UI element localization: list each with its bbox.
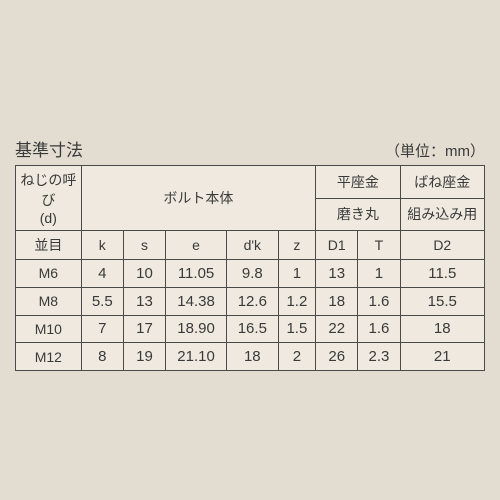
col-spring-washer-sub: 組み込み用 — [400, 198, 484, 231]
cell: 22 — [316, 315, 358, 343]
table-row: M8 5.5 13 14.38 12.6 1.2 18 1.6 15.5 — [16, 287, 485, 315]
col-body: ボルト本体 — [81, 166, 315, 231]
table-title: 基準寸法 — [15, 136, 83, 161]
spec-table: ねじの呼び (d) ボルト本体 平座金 ばね座金 磨き丸 組み込み用 並目 k … — [15, 165, 485, 364]
col-pitch: 並目 — [16, 231, 82, 260]
col-d2: D2 — [400, 231, 484, 260]
table-unit: （単位：mm） — [385, 140, 485, 161]
table-header-row: 基準寸法 （単位：mm） — [15, 136, 485, 161]
cell: 2 — [278, 343, 316, 371]
cell: 18.90 — [166, 315, 227, 343]
cell: 1 — [278, 260, 316, 288]
cell: 1.2 — [278, 287, 316, 315]
cell: 17 — [123, 315, 165, 343]
cell: 21.10 — [166, 343, 227, 371]
cell: 12.6 — [227, 287, 279, 315]
cell: 9.8 — [227, 260, 279, 288]
cell: 16.5 — [227, 315, 279, 343]
row-label: M12 — [16, 343, 82, 371]
cell: 4 — [81, 260, 123, 288]
col-thread: ねじの呼び (d) — [16, 166, 82, 231]
row-label: M10 — [16, 315, 82, 343]
col-s: s — [123, 231, 165, 260]
cell: 18 — [227, 343, 279, 371]
row-label: M6 — [16, 260, 82, 288]
table-row: M6 4 10 11.05 9.8 1 13 1 11.5 — [16, 260, 485, 288]
cell: 13 — [316, 260, 358, 288]
col-dk: d'k — [227, 231, 279, 260]
cell: 10 — [123, 260, 165, 288]
col-spring-washer: ばね座金 — [400, 166, 484, 199]
cell: 18 — [316, 287, 358, 315]
cell: 1.6 — [358, 315, 400, 343]
row-label: M8 — [16, 287, 82, 315]
cell: 26 — [316, 343, 358, 371]
cell: 5.5 — [81, 287, 123, 315]
cell: 18 — [400, 315, 484, 343]
col-t: T — [358, 231, 400, 260]
thread-label: ねじの呼び — [20, 172, 76, 208]
cell: 11.05 — [166, 260, 227, 288]
cell: 1.5 — [278, 315, 316, 343]
page: 基準寸法 （単位：mm） ねじの呼び (d) ボルト本体 平座金 ばね座金 磨き… — [0, 0, 500, 500]
cell: 14.38 — [166, 287, 227, 315]
cell: 21 — [400, 343, 484, 371]
cell: 11.5 — [400, 260, 484, 288]
cell: 15.5 — [400, 287, 484, 315]
col-k: k — [81, 231, 123, 260]
cell: 2.3 — [358, 343, 400, 371]
col-z: z — [278, 231, 316, 260]
thread-sub: (d) — [40, 210, 57, 226]
col-flat-washer: 平座金 — [316, 166, 400, 199]
cell: 1.6 — [358, 287, 400, 315]
col-d1: D1 — [316, 231, 358, 260]
table-row: M10 7 17 18.90 16.5 1.5 22 1.6 18 — [16, 315, 485, 343]
col-flat-washer-sub: 磨き丸 — [316, 198, 400, 231]
table-row: M12 8 19 21.10 18 2 26 2.3 21 — [16, 343, 485, 371]
cell: 1 — [358, 260, 400, 288]
cell: 19 — [123, 343, 165, 371]
col-e: e — [166, 231, 227, 260]
cell: 8 — [81, 343, 123, 371]
cell: 13 — [123, 287, 165, 315]
cell: 7 — [81, 315, 123, 343]
